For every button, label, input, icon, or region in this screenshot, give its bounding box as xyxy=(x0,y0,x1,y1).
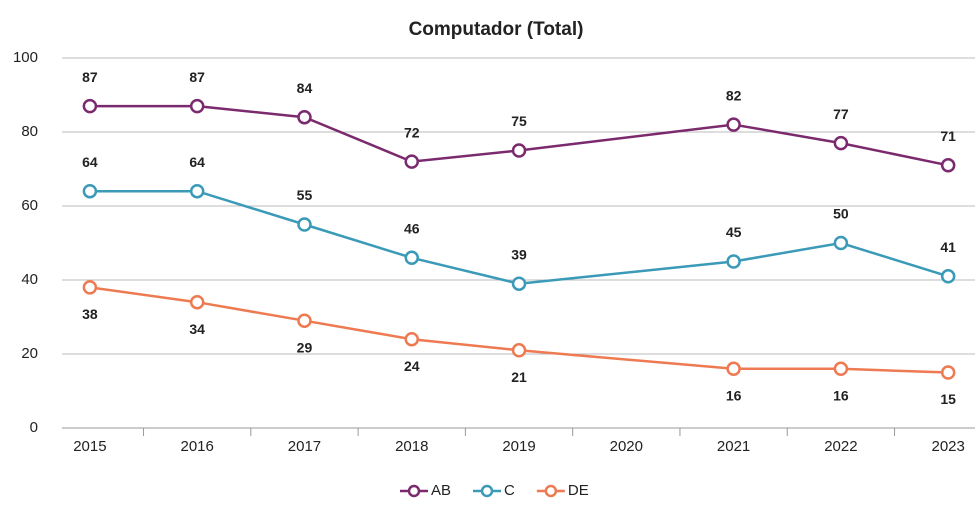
legend: AB C DE xyxy=(400,482,589,499)
series-line xyxy=(89,189,949,285)
data-label: 84 xyxy=(297,80,313,96)
data-label: 71 xyxy=(940,128,956,144)
legend-marker xyxy=(544,484,558,498)
x-tick-label: 2018 xyxy=(395,438,428,455)
point xyxy=(833,361,849,377)
point xyxy=(82,183,98,199)
point xyxy=(511,143,527,158)
point xyxy=(189,183,205,199)
x-tick-label: 2020 xyxy=(610,438,643,455)
x-tick-label: 2017 xyxy=(288,438,321,455)
point xyxy=(82,280,98,295)
data-label: 45 xyxy=(726,224,742,240)
data-label: 87 xyxy=(82,69,98,85)
data-label: 41 xyxy=(940,239,956,255)
data-label: 87 xyxy=(189,69,205,85)
legend-label: C xyxy=(504,482,515,499)
y-tick-label: 40 xyxy=(21,271,38,288)
y-tick-label: 60 xyxy=(21,197,38,214)
point xyxy=(726,254,741,269)
data-label: 64 xyxy=(82,154,98,170)
series-line xyxy=(89,104,949,167)
data-label: 34 xyxy=(189,321,205,337)
point xyxy=(189,98,205,114)
point xyxy=(833,235,849,251)
point xyxy=(511,276,527,291)
y-tick-label: 80 xyxy=(21,123,38,140)
legend-label: AB xyxy=(431,482,451,499)
chart-title: Computador (Total) xyxy=(409,19,584,40)
data-label: 38 xyxy=(82,306,98,322)
data-label: 29 xyxy=(297,339,313,355)
legend-marker xyxy=(407,484,421,498)
x-tick-label: 2021 xyxy=(717,438,750,455)
point xyxy=(940,365,956,380)
data-label: 46 xyxy=(404,221,420,237)
series-line xyxy=(89,286,949,374)
point xyxy=(297,217,312,232)
x-tick-label: 2023 xyxy=(931,438,964,455)
data-label: 64 xyxy=(189,154,205,170)
point xyxy=(297,313,312,328)
data-label: 24 xyxy=(404,358,420,374)
data-label: 50 xyxy=(833,206,849,222)
x-tick-label: 2016 xyxy=(180,438,213,455)
legend-label: DE xyxy=(568,482,589,499)
data-label: 72 xyxy=(404,124,420,140)
data-label: 55 xyxy=(297,187,313,203)
point xyxy=(404,331,420,347)
point xyxy=(404,154,420,169)
data-label: 21 xyxy=(511,369,527,385)
data-label: 75 xyxy=(511,113,527,129)
data-label: 15 xyxy=(940,391,956,407)
point xyxy=(297,109,312,125)
point xyxy=(833,135,849,151)
x-tick-label: 2019 xyxy=(502,438,535,455)
point xyxy=(726,361,741,377)
data-label: 77 xyxy=(833,106,849,122)
data-label: 39 xyxy=(511,246,527,262)
y-tick-label: 100 xyxy=(13,49,38,66)
point xyxy=(189,294,205,310)
point xyxy=(404,250,420,266)
x-tick-label: 2015 xyxy=(73,438,106,455)
data-label: 16 xyxy=(833,388,849,404)
point xyxy=(940,158,956,173)
data-label: 82 xyxy=(726,87,742,103)
point xyxy=(940,269,956,284)
legend-marker xyxy=(480,484,494,498)
y-tick-label: 0 xyxy=(30,419,38,436)
point xyxy=(511,343,527,358)
y-tick-label: 20 xyxy=(21,345,38,362)
point xyxy=(726,117,741,132)
data-label: 16 xyxy=(726,388,742,404)
point xyxy=(82,98,98,114)
x-tick-label: 2022 xyxy=(824,438,857,455)
